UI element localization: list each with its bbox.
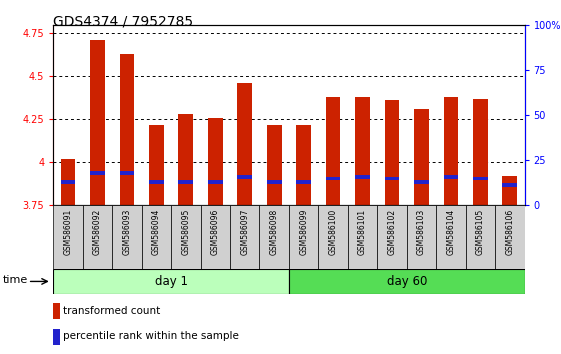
Bar	[142, 205, 171, 269]
Bar	[466, 205, 495, 269]
Bar	[473, 177, 488, 181]
Bar	[503, 183, 517, 187]
Bar	[53, 303, 61, 319]
Bar	[178, 180, 193, 184]
Text: GSM586099: GSM586099	[299, 209, 308, 255]
Bar	[259, 205, 289, 269]
Bar	[230, 205, 259, 269]
Text: GSM586101: GSM586101	[358, 209, 367, 255]
Text: time: time	[3, 275, 28, 285]
Bar	[171, 205, 201, 269]
Text: day 60: day 60	[387, 275, 427, 288]
Text: percentile rank within the sample: percentile rank within the sample	[63, 331, 239, 341]
Bar	[53, 269, 289, 294]
Text: GSM586100: GSM586100	[329, 209, 338, 255]
Bar	[119, 171, 134, 175]
Text: GSM586091: GSM586091	[63, 209, 72, 255]
Bar	[267, 125, 282, 205]
Text: GSM586092: GSM586092	[93, 209, 102, 255]
Bar	[90, 40, 105, 205]
Text: GSM586102: GSM586102	[388, 209, 397, 255]
Text: GSM586098: GSM586098	[270, 209, 279, 255]
Bar	[377, 205, 407, 269]
Bar	[53, 205, 83, 269]
Bar	[444, 97, 458, 205]
Bar	[385, 101, 399, 205]
Bar	[90, 171, 105, 175]
Bar	[326, 177, 341, 181]
Bar	[208, 118, 223, 205]
Bar	[237, 175, 252, 179]
Bar	[61, 159, 75, 205]
Text: GSM586094: GSM586094	[152, 209, 161, 255]
Bar	[385, 177, 399, 181]
Bar	[473, 99, 488, 205]
Bar	[53, 329, 61, 345]
Bar	[149, 125, 164, 205]
Bar	[436, 205, 466, 269]
Text: GSM586106: GSM586106	[505, 209, 514, 255]
Text: day 1: day 1	[155, 275, 187, 288]
Bar	[119, 54, 134, 205]
Bar	[348, 205, 377, 269]
Bar	[237, 83, 252, 205]
Bar	[61, 180, 75, 184]
Bar	[444, 175, 458, 179]
Text: GSM586103: GSM586103	[417, 209, 426, 255]
Bar	[201, 205, 230, 269]
Bar	[414, 180, 429, 184]
Bar	[495, 205, 525, 269]
Bar	[208, 180, 223, 184]
Text: GSM586105: GSM586105	[476, 209, 485, 255]
Bar	[178, 114, 193, 205]
Text: transformed count: transformed count	[63, 306, 160, 316]
Bar	[503, 176, 517, 205]
Text: GSM586095: GSM586095	[181, 209, 190, 255]
Text: GSM586093: GSM586093	[122, 209, 131, 255]
Bar	[149, 180, 164, 184]
Bar	[326, 97, 341, 205]
Bar	[355, 175, 370, 179]
Bar	[112, 205, 142, 269]
Bar	[289, 205, 319, 269]
Text: GSM586096: GSM586096	[211, 209, 220, 255]
Text: GSM586097: GSM586097	[240, 209, 249, 255]
Bar	[296, 125, 311, 205]
Text: GSM586104: GSM586104	[447, 209, 456, 255]
Bar	[83, 205, 112, 269]
Bar	[355, 97, 370, 205]
Bar	[289, 269, 525, 294]
Bar	[414, 109, 429, 205]
Bar	[267, 180, 282, 184]
Bar	[296, 180, 311, 184]
Bar	[319, 205, 348, 269]
Text: GDS4374 / 7952785: GDS4374 / 7952785	[53, 14, 194, 28]
Bar	[407, 205, 436, 269]
